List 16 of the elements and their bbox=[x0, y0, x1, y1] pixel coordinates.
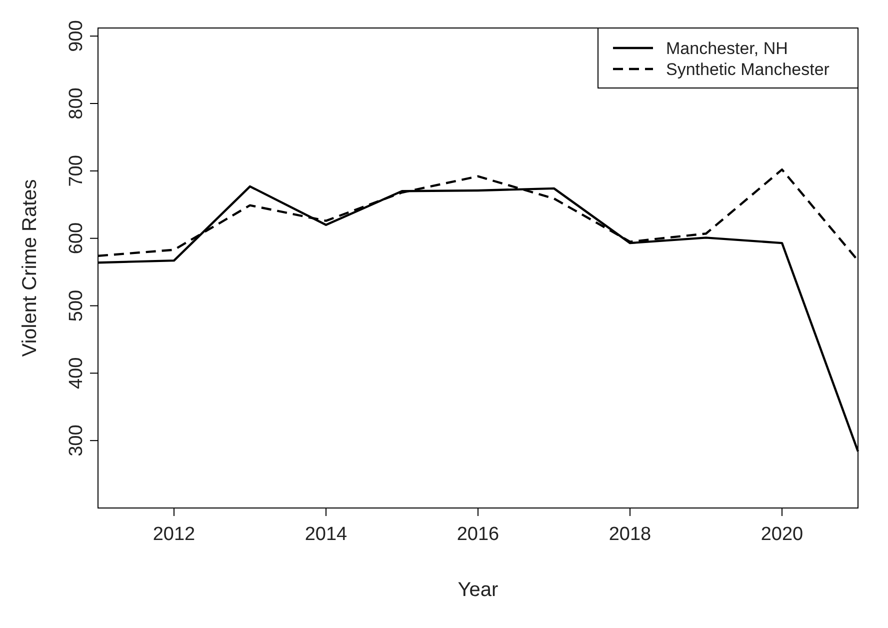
y-tick-label: 500 bbox=[66, 290, 87, 322]
x-tick-label: 2018 bbox=[608, 524, 652, 545]
legend-label: Manchester, NH bbox=[666, 39, 788, 58]
x-tick-label: 2020 bbox=[760, 524, 804, 545]
x-tick-label: 2012 bbox=[152, 524, 196, 545]
x-tick-label: 2014 bbox=[304, 524, 348, 545]
x-tick-label: 2016 bbox=[456, 524, 500, 545]
y-tick-label: 400 bbox=[66, 357, 87, 390]
y-tick-label: 700 bbox=[66, 155, 87, 187]
y-tick-label: 800 bbox=[66, 88, 87, 120]
x-axis-title: Year bbox=[458, 579, 499, 601]
y-tick-label: 600 bbox=[66, 222, 87, 254]
legend-label: Synthetic Manchester bbox=[666, 60, 830, 79]
y-tick-label: 300 bbox=[66, 424, 87, 456]
y-axis-title: Violent Crime Rates bbox=[19, 179, 41, 357]
y-tick-label: 900 bbox=[66, 20, 87, 52]
